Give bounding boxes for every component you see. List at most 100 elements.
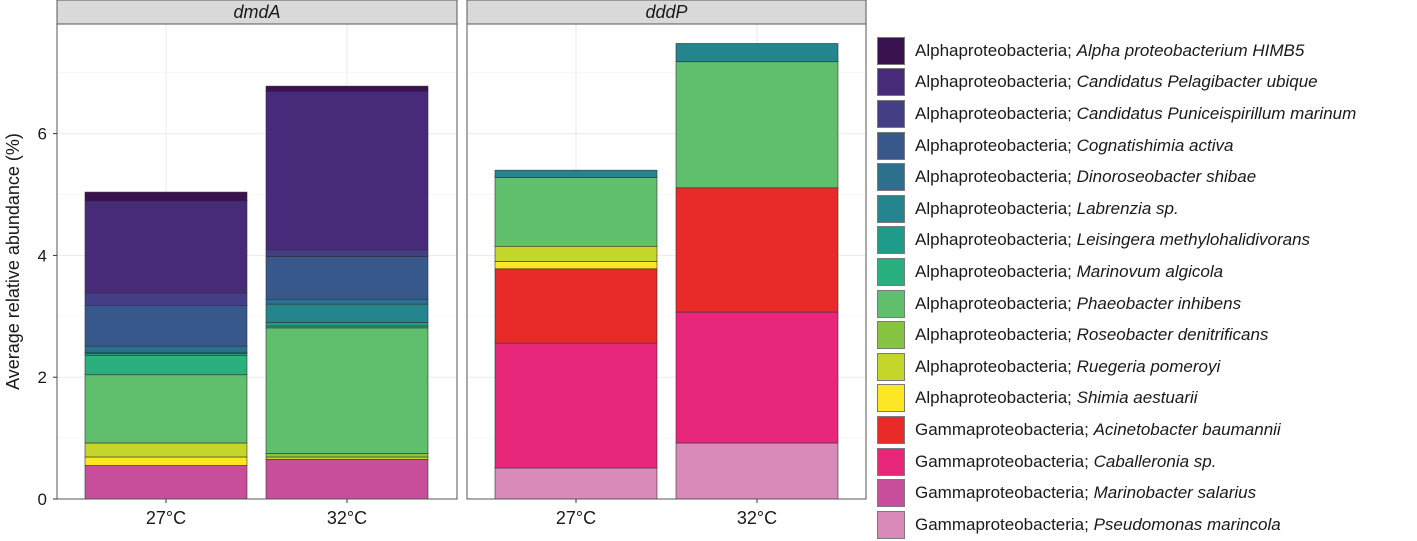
x-tick-label: 32°C	[327, 508, 367, 528]
legend-swatch	[877, 99, 905, 128]
legend-label: Gammaproteobacteria; Marinobacter salari…	[915, 483, 1256, 503]
legend-class: Alphaproteobacteria;	[915, 230, 1077, 250]
bar-segment	[84, 345, 248, 353]
x-tick-label: 27°C	[146, 508, 186, 528]
legend-swatch	[877, 447, 905, 476]
legend-species: Marinovum algicola	[1076, 261, 1224, 281]
legend-class: Gammaproteobacteria;	[915, 419, 1094, 439]
panel-border	[56, 23, 458, 500]
legend-item: Alphaproteobacteria; Candidatus Pelagiba…	[877, 67, 1412, 99]
legend-swatch	[877, 289, 905, 318]
legend-item: Gammaproteobacteria; Caballeronia sp.	[877, 446, 1412, 478]
legend-class: Alphaproteobacteria;	[915, 293, 1077, 313]
bar-segment	[265, 456, 429, 460]
bar-segment	[675, 442, 839, 500]
legend-item: Alphaproteobacteria; Candidatus Puniceis…	[877, 98, 1412, 130]
legend-class: Alphaproteobacteria;	[915, 135, 1077, 155]
bar-segment	[84, 374, 248, 444]
legend-class: Alphaproteobacteria;	[915, 356, 1077, 376]
legend-species: Shimia aestuarii	[1076, 388, 1198, 408]
legend-species: Labrenzia sp.	[1076, 198, 1179, 218]
legend-species: Marinobacter salarius	[1093, 483, 1257, 503]
legend-label: Alphaproteobacteria; Alpha proteobacteri…	[915, 41, 1304, 61]
bar-segment	[265, 303, 429, 323]
legend-item: Gammaproteobacteria; Pseudomonas marinco…	[877, 509, 1412, 541]
bar-segment	[265, 256, 429, 300]
bar-segment	[675, 61, 839, 189]
bar-segment	[494, 268, 658, 344]
panel-title: dmdA	[233, 2, 280, 22]
legend-swatch	[877, 163, 905, 192]
legend-label: Alphaproteobacteria; Shimia aestuarii	[915, 388, 1198, 408]
legend-swatch	[877, 510, 905, 539]
y-axis-label: Average relative abundance (%)	[3, 133, 23, 390]
legend-swatch	[877, 352, 905, 381]
legend-label: Alphaproteobacteria; Dinoroseobacter shi…	[915, 167, 1256, 187]
legend-swatch	[877, 131, 905, 160]
bar-segment	[265, 91, 429, 251]
y-tick-label: 0	[38, 490, 47, 509]
bar-segment	[494, 261, 658, 270]
legend-item: Alphaproteobacteria; Labrenzia sp.	[877, 193, 1412, 225]
legend-swatch	[877, 194, 905, 223]
legend-label: Gammaproteobacteria; Caballeronia sp.	[915, 452, 1216, 472]
legend-label: Alphaproteobacteria; Phaeobacter inhiben…	[915, 294, 1241, 314]
panel-strip	[56, 0, 458, 25]
legend-swatch	[877, 321, 905, 350]
bar-segment	[675, 311, 839, 444]
legend-species: Ruegeria pomeroyi	[1076, 356, 1221, 376]
legend-class: Alphaproteobacteria;	[915, 103, 1077, 123]
legend-label: Alphaproteobacteria; Cognatishimia activ…	[915, 136, 1233, 156]
legend-label: Alphaproteobacteria; Leisingera methyloh…	[915, 230, 1310, 250]
bar-segment	[494, 342, 658, 469]
legend-species: Roseobacter denitrificans	[1076, 325, 1269, 345]
legend: Alphaproteobacteria; Alpha proteobacteri…	[877, 35, 1412, 541]
legend-swatch	[877, 384, 905, 413]
bar-segment	[84, 292, 248, 306]
bar-segment	[265, 249, 429, 257]
legend-class: Alphaproteobacteria;	[915, 72, 1077, 92]
legend-label: Alphaproteobacteria; Candidatus Pelagiba…	[915, 72, 1318, 92]
legend-item: Alphaproteobacteria; Shimia aestuarii	[877, 383, 1412, 415]
legend-item: Alphaproteobacteria; Dinoroseobacter shi…	[877, 161, 1412, 193]
panel-strip	[466, 0, 867, 25]
bar-segment	[265, 327, 429, 454]
x-tick-label: 32°C	[737, 508, 777, 528]
legend-label: Alphaproteobacteria; Labrenzia sp.	[915, 199, 1179, 219]
bar-segment	[265, 322, 429, 327]
bar-segment	[265, 459, 429, 500]
bar-segment	[84, 465, 248, 500]
legend-species: Cognatishimia activa	[1076, 135, 1234, 155]
legend-class: Gammaproteobacteria;	[915, 483, 1094, 503]
bar-segment	[494, 245, 658, 262]
legend-class: Alphaproteobacteria;	[915, 325, 1077, 345]
bar-segment	[265, 453, 429, 458]
legend-species: Dinoroseobacter shibae	[1076, 167, 1257, 187]
legend-swatch	[877, 415, 905, 444]
legend-species: Caballeronia sp.	[1093, 451, 1217, 471]
legend-swatch	[877, 36, 905, 65]
bar-segment	[494, 169, 658, 178]
stacked-bar-chart: dmdA 27°C 32°C dddP 27°C 32°C 0 2 4 6 Average rela…	[3, 0, 867, 528]
legend-item: Alphaproteobacteria; Marinovum algicola	[877, 256, 1412, 288]
legend-species: Pseudomonas marincola	[1093, 514, 1281, 534]
y-tick-label: 4	[38, 246, 47, 265]
bar-segment	[675, 187, 839, 313]
legend-swatch	[877, 68, 905, 97]
legend-swatch	[877, 479, 905, 508]
legend-class: Gammaproteobacteria;	[915, 514, 1094, 534]
legend-item: Gammaproteobacteria; Acinetobacter bauma…	[877, 414, 1412, 446]
legend-label: Alphaproteobacteria; Candidatus Puniceis…	[915, 104, 1356, 124]
legend-item: Alphaproteobacteria; Alpha proteobacteri…	[877, 35, 1412, 67]
legend-class: Alphaproteobacteria;	[915, 388, 1077, 408]
legend-item: Alphaproteobacteria; Roseobacter denitri…	[877, 319, 1412, 351]
legend-label: Alphaproteobacteria; Roseobacter denitri…	[915, 325, 1268, 345]
legend-label: Gammaproteobacteria; Acinetobacter bauma…	[915, 420, 1281, 440]
legend-species: Acinetobacter baumannii	[1093, 419, 1281, 439]
bar-segment	[84, 305, 248, 347]
legend-swatch	[877, 226, 905, 255]
legend-class: Alphaproteobacteria;	[915, 198, 1077, 218]
bar-segment	[84, 442, 248, 458]
legend-class: Alphaproteobacteria;	[915, 261, 1077, 281]
bar-segment	[84, 354, 248, 376]
